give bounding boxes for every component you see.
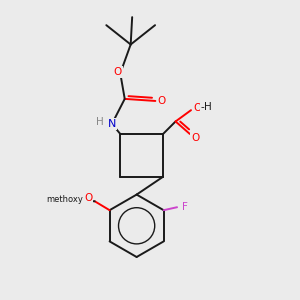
Text: O: O	[114, 67, 122, 77]
Text: F: F	[182, 202, 188, 212]
Text: O: O	[191, 133, 199, 142]
Text: H: H	[204, 102, 212, 112]
Text: -: -	[200, 102, 204, 112]
Text: O: O	[158, 96, 166, 106]
Text: N: N	[108, 119, 116, 129]
Text: O: O	[194, 103, 202, 113]
Text: H: H	[96, 117, 103, 128]
Text: methoxy: methoxy	[46, 195, 83, 204]
Text: O: O	[84, 193, 92, 203]
